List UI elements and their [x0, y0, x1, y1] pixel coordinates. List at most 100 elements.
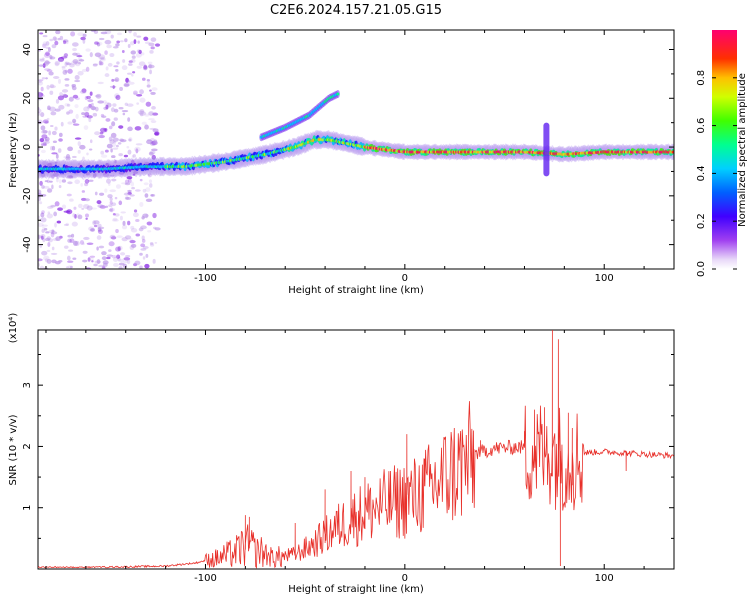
spectrogram-noise-cell	[97, 81, 104, 85]
spectrogram-noise-cell	[55, 154, 59, 159]
spectrogram-noise-cell	[106, 256, 111, 260]
spectrogram-noise-cell	[109, 197, 113, 202]
spectrogram-noise-cell	[150, 91, 156, 95]
spectrogram-noise-cell	[90, 228, 95, 232]
spectrogram-noise-cell	[123, 192, 131, 196]
spectrogram-noise-cell	[133, 209, 138, 213]
spectrogram-noise-cell	[127, 149, 132, 155]
spectrogram-noise-cell	[81, 68, 88, 73]
spectrogram-noise-cell	[51, 259, 57, 264]
spectrogram-noise-cell	[82, 38, 86, 44]
spectrogram-noise-cell	[50, 252, 58, 255]
spectrogram-noise-cell	[112, 212, 116, 216]
spectrogram-noise-cell	[111, 142, 117, 147]
spectrogram-noise-cell	[51, 184, 54, 190]
spectrogram-noise-cell	[152, 157, 156, 160]
spectrogram-noise-cell	[129, 240, 136, 244]
spectrogram-noise-cell	[47, 47, 51, 53]
spectrogram-noise-cell	[40, 212, 45, 218]
spectrogram-noise-cell	[123, 84, 130, 87]
spectrogram-noise-cell	[67, 234, 72, 238]
spectrogram-noise-cell	[124, 235, 132, 240]
spectrogram-noise-cell	[134, 126, 142, 131]
spectrogram-noise-cell	[115, 94, 121, 101]
spectrogram-noise-cell	[136, 35, 142, 38]
spectrogram-noise-cell	[57, 37, 61, 41]
spectrogram-noise-cell	[106, 102, 112, 108]
spectrogram-noise-cell	[108, 182, 111, 187]
spectrogram-noise-cell	[122, 220, 126, 226]
spectrogram-noise-cell	[115, 69, 119, 72]
spectrogram-noise-cell	[147, 173, 152, 178]
spectrogram-noise-cell	[50, 111, 57, 116]
spectrogram-noise-cell	[130, 228, 138, 233]
spectrogram-noise-cell	[55, 152, 59, 156]
spectrogram-noise-cell	[136, 102, 140, 105]
spectrogram-noise-cell	[108, 241, 115, 247]
spectrogram-noise-cell	[39, 180, 43, 186]
colorbar-tick-label: 0.6	[696, 118, 707, 134]
spectrogram-noise-cell	[150, 243, 155, 247]
spectrogram-noise-cell	[109, 200, 113, 205]
spectrogram-noise-cell	[47, 107, 51, 111]
spectrogram-noise-cell	[90, 207, 98, 210]
spectrogram-noise-cell	[114, 196, 118, 200]
spectrogram-noise-cell	[126, 146, 130, 149]
spectrogram-noise-cell	[141, 77, 146, 81]
spectrogram-noise-cell	[38, 146, 41, 152]
spectrogram-noise-cell	[104, 50, 108, 55]
spectrogram-noise-cell	[99, 205, 107, 209]
spectrogram-noise-cell	[135, 148, 139, 154]
spectrogram-noise-cell	[127, 126, 133, 132]
spectrogram-noise-cell	[110, 236, 117, 240]
spectrogram-noise-cell	[143, 36, 149, 41]
spectrogram-noise-cell	[99, 131, 104, 135]
spectrogram-noise-cell	[132, 154, 136, 158]
spectrogram-noise-cell	[64, 103, 70, 107]
spectrogram-noise-cell	[127, 189, 132, 192]
spectrogram-noise-cell	[45, 41, 50, 46]
spectrogram-noise-cell	[62, 39, 69, 43]
spectrogram-noise-cell	[140, 243, 146, 248]
spectrogram-noise-cell	[45, 51, 50, 57]
snr-panel: -100 0 100 1 2 3 Height of straight line (km)…	[8, 313, 675, 595]
spectrogram-noise-cell	[46, 236, 51, 241]
spectrogram-noise-cell	[41, 185, 45, 189]
spectrogram-noise-cell	[125, 197, 132, 200]
spectrogram-noise-cell	[130, 181, 135, 187]
spectrogram-noise-cell	[99, 192, 105, 196]
spectrogram-noise-cell	[40, 86, 44, 92]
spectrogram-noise-cell	[128, 138, 132, 142]
spectrogram-noise-cell	[39, 265, 45, 269]
spectrogram-noise-cell	[54, 126, 58, 131]
spectrogram-noise-cell	[73, 206, 77, 210]
spectrogram-noise-cell	[121, 50, 125, 54]
spectrogram-noise-cell	[51, 246, 55, 251]
spectrogram-noise-cell	[123, 257, 131, 261]
spectrogram-noise-cell	[99, 37, 105, 41]
spectrogram-noise-cell	[92, 63, 98, 67]
spectrogram-noise-cell	[44, 180, 49, 183]
spectrogram-noise-cell	[113, 108, 119, 113]
spectrogram-noise-cell	[131, 186, 135, 190]
spectrogram-noise-cell	[72, 94, 79, 99]
spectrogram-noise-cell	[97, 227, 102, 232]
spectrogram-noise-cell	[100, 150, 105, 155]
spectrogram-noise-cell	[115, 184, 121, 189]
spectrogram-noise-cell	[118, 200, 123, 206]
spectrogram-noise-cell	[111, 255, 117, 259]
spectrogram-noise-cell	[38, 64, 44, 67]
spectrogram-noise-cell	[42, 160, 48, 166]
spectrogram-noise-cell	[118, 125, 124, 129]
spectrogram-noise-cell	[141, 121, 147, 125]
colorbar: 0.0 0.2 0.4 0.6 0.8 Normalized spectral ampl…	[696, 30, 748, 277]
spectrogram-noise-cell	[97, 204, 104, 208]
spectrogram-noise-cell	[110, 148, 113, 153]
spectrogram-noise-cell	[103, 106, 109, 111]
spectrogram-noise-cell	[127, 43, 131, 49]
spectrogram-noise-cell	[44, 143, 48, 146]
spectrogram-noise-cell	[98, 245, 105, 249]
spectrogram-noise-cell	[112, 137, 119, 142]
spectrogram-noise-cell	[79, 240, 85, 245]
spectrogram-noise-cell	[133, 90, 138, 95]
